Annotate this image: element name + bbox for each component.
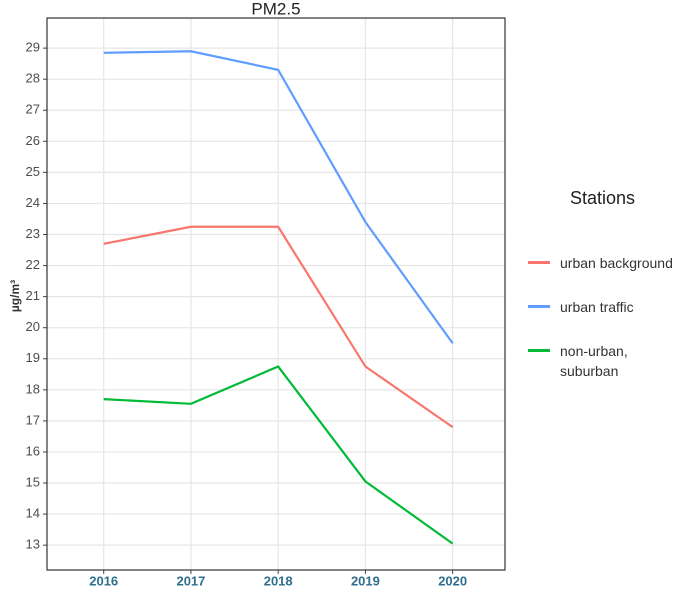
legend-key (528, 261, 550, 264)
y-tick-label: 27 (26, 102, 40, 117)
legend-key (528, 305, 550, 308)
legend-item: urban traffic (528, 297, 678, 317)
y-tick-label: 15 (26, 474, 40, 489)
y-tick-label: 24 (26, 195, 40, 210)
x-tick-label: 2016 (89, 573, 118, 588)
series-line (103, 365, 454, 545)
y-tick-label: 23 (26, 226, 40, 241)
legend-label: non-urban, suburban (560, 343, 628, 379)
x-tick-label: 2019 (351, 573, 380, 588)
x-tick-label: 2018 (264, 573, 293, 588)
y-axis-label: µg/m³ (8, 280, 22, 312)
legend: Stations urban background urban traffic no… (528, 188, 678, 405)
legend-key (528, 349, 550, 352)
y-tick-label: 25 (26, 164, 40, 179)
legend-label: urban background (560, 255, 673, 271)
legend-title: Stations (570, 188, 636, 208)
y-tick-label: 28 (26, 71, 40, 86)
chart-title: PM2.5 (251, 0, 300, 18)
y-tick-label: 17 (26, 412, 40, 427)
y-tick-label: 16 (26, 443, 40, 458)
y-tick-label: 26 (26, 133, 40, 148)
plot-border (46, 17, 506, 571)
y-tick-label: 14 (26, 506, 40, 521)
y-tick-label: 20 (26, 319, 40, 334)
legend-item: urban background (528, 253, 678, 273)
x-tick-label: 2017 (176, 573, 205, 588)
series-line (103, 50, 454, 344)
y-tick-label: 21 (26, 288, 40, 303)
y-tick-label: 19 (26, 350, 40, 365)
y-tick-label: 22 (26, 257, 40, 272)
series-line (103, 225, 454, 429)
y-tick-label: 29 (26, 40, 40, 55)
legend-item: non-urban, suburban (528, 341, 678, 381)
y-tick-label: 18 (26, 381, 40, 396)
plot-background (47, 18, 505, 570)
legend-label: urban traffic (560, 299, 634, 315)
x-tick-label: 2020 (438, 573, 467, 588)
y-tick-label: 13 (26, 537, 40, 552)
